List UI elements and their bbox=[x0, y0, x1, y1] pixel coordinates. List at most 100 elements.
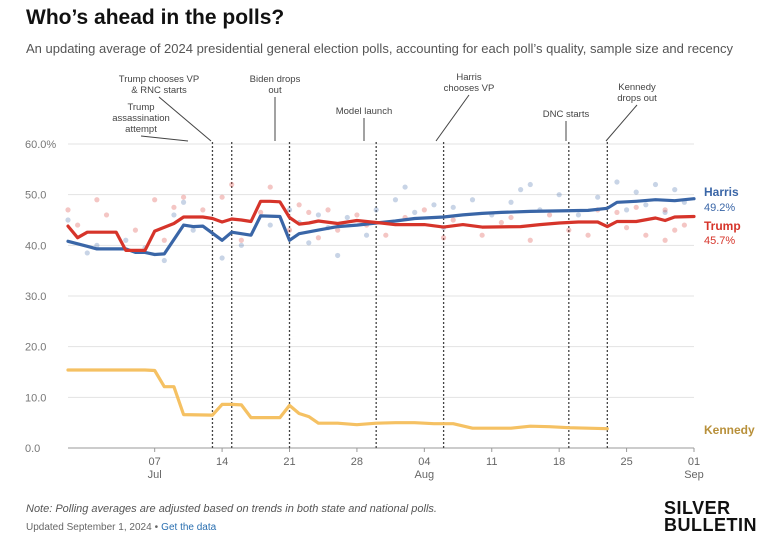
event-label: drops out bbox=[617, 93, 657, 104]
x-tick-label: 04 bbox=[418, 456, 430, 468]
event-leader-line bbox=[140, 135, 189, 142]
poll-dot bbox=[392, 197, 399, 203]
poll-dot bbox=[633, 189, 639, 195]
poll-dot bbox=[180, 199, 187, 205]
get-data-link[interactable]: Get the data bbox=[161, 522, 217, 533]
poll-dot bbox=[662, 209, 668, 215]
poll-dot bbox=[479, 232, 485, 238]
poll-dot bbox=[190, 227, 196, 233]
poll-dot bbox=[286, 207, 293, 213]
poll-dot bbox=[152, 197, 158, 203]
poll-dot bbox=[662, 237, 668, 243]
x-month-label: Sep bbox=[684, 469, 704, 481]
event-label: Trump chooses VP bbox=[119, 74, 199, 85]
y-tick-label: 60.0% bbox=[25, 139, 56, 151]
poll-dot bbox=[633, 204, 639, 210]
poll-dot bbox=[296, 202, 302, 208]
x-tick-label: 21 bbox=[283, 456, 295, 468]
poll-dot bbox=[267, 184, 273, 190]
event-label: & RNC starts bbox=[131, 85, 187, 96]
series-labels: Harris 49.2% Trump 45.7% Kennedy bbox=[704, 185, 755, 437]
poll-dot bbox=[527, 237, 533, 243]
event-leader-line bbox=[435, 94, 470, 142]
event-label: out bbox=[268, 85, 282, 96]
series-value-label: 45.7% bbox=[704, 235, 735, 247]
series-name-label: Harris bbox=[704, 185, 739, 199]
poll-dot bbox=[335, 252, 341, 259]
series-value-label: 49.2% bbox=[704, 202, 735, 214]
separator: • bbox=[154, 522, 159, 533]
poll-dot bbox=[161, 257, 167, 264]
poll-dot bbox=[662, 207, 668, 213]
poll-dot bbox=[450, 204, 456, 210]
event-label: Model launch bbox=[336, 106, 393, 117]
event-label: Trump bbox=[127, 102, 154, 113]
page-title: Who’s ahead in the polls? bbox=[26, 6, 285, 29]
poll-dot bbox=[315, 212, 321, 218]
x-tick-label: 11 bbox=[486, 456, 497, 468]
event-label: Harris bbox=[456, 72, 482, 83]
silver-bulletin-logo: SILVER BULLETIN bbox=[664, 498, 757, 535]
poll-dot bbox=[171, 204, 177, 210]
poll-dot bbox=[623, 207, 630, 213]
poll-dot bbox=[363, 232, 370, 238]
logo-line-1: SILVER bbox=[664, 498, 731, 518]
x-tick-label: 01 bbox=[688, 456, 700, 468]
poll-dot bbox=[421, 207, 427, 213]
updated-line: Updated September 1, 2024 • Get the data bbox=[26, 522, 216, 533]
x-month-label: Aug bbox=[415, 469, 435, 481]
series-name-label: Trump bbox=[704, 219, 741, 233]
poll-dot bbox=[200, 207, 206, 213]
poll-dot bbox=[75, 222, 81, 228]
poll-dot bbox=[229, 181, 235, 188]
poll-dot bbox=[672, 227, 678, 233]
logo-line-2: BULLETIN bbox=[664, 515, 757, 535]
event-label: Biden drops bbox=[250, 74, 301, 85]
poll-dot bbox=[681, 222, 687, 228]
poll-dot bbox=[161, 237, 167, 243]
poll-dot bbox=[344, 214, 350, 221]
poll-dot bbox=[238, 237, 244, 243]
poll-dot bbox=[412, 209, 418, 215]
event-label: attempt bbox=[125, 124, 157, 135]
y-tick-label: 30.0 bbox=[25, 291, 46, 303]
poll-dot bbox=[575, 212, 582, 218]
poll-dot bbox=[258, 209, 264, 215]
poll-dot bbox=[373, 207, 379, 213]
poll-dot bbox=[219, 194, 225, 200]
poll-dot bbox=[219, 255, 225, 261]
poll-dot bbox=[132, 227, 139, 233]
event-label: Kennedy bbox=[618, 82, 656, 93]
series-line bbox=[66, 368, 609, 431]
poll-dot bbox=[450, 217, 456, 223]
poll-dot bbox=[315, 235, 321, 241]
poll-dot bbox=[556, 192, 562, 198]
poll-dot bbox=[643, 232, 649, 238]
event-label: assassination bbox=[112, 113, 170, 124]
y-tick-label: 40.0 bbox=[25, 240, 46, 252]
y-tick-label: 0.0 bbox=[25, 443, 40, 455]
page-subtitle: An updating average of 2024 presidential… bbox=[26, 41, 734, 56]
poll-dot bbox=[623, 225, 630, 231]
chart-footnote: Note: Polling averages are adjusted base… bbox=[26, 503, 437, 515]
poll-dot bbox=[306, 240, 312, 246]
poll-dot bbox=[527, 181, 533, 188]
x-tick-label: 07 bbox=[149, 456, 161, 468]
poll-dot bbox=[65, 207, 71, 213]
y-tick-label: 10.0 bbox=[25, 392, 46, 404]
series-lines bbox=[66, 197, 696, 431]
poll-dot bbox=[566, 227, 572, 233]
poll-dot bbox=[498, 219, 504, 226]
poll-dot bbox=[94, 242, 100, 248]
updated-date: Updated September 1, 2024 bbox=[26, 522, 152, 533]
poll-dot bbox=[431, 202, 437, 208]
event-leader-line bbox=[605, 104, 638, 142]
poll-dot bbox=[383, 232, 389, 238]
series-name-label: Kennedy bbox=[704, 423, 755, 437]
poll-dot bbox=[508, 214, 514, 221]
poll-dot bbox=[518, 187, 524, 193]
grid-lines bbox=[68, 143, 694, 449]
poll-dot bbox=[585, 232, 591, 238]
